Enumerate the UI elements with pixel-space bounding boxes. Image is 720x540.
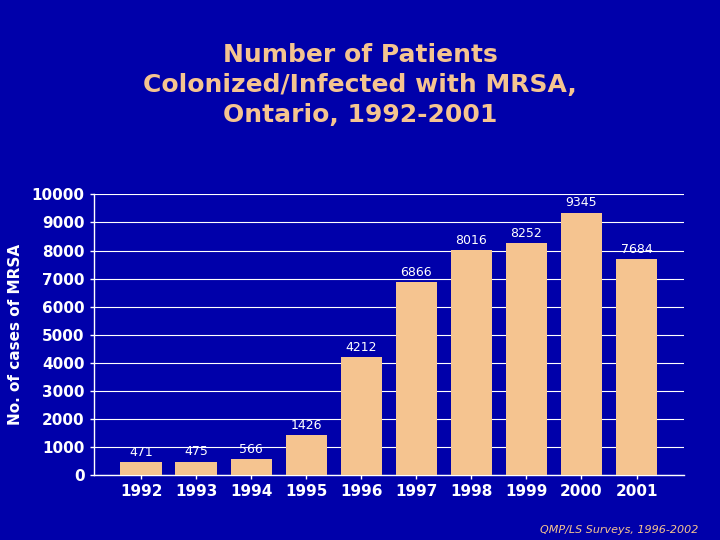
Bar [341,357,382,475]
Text: 9345: 9345 [566,197,598,210]
Bar [396,282,437,475]
Text: Number of Patients
Colonized/Infected with MRSA,
Ontario, 1992-2001: Number of Patients Colonized/Infected wi… [143,43,577,126]
Text: 7684: 7684 [621,243,652,256]
Text: 4212: 4212 [346,341,377,354]
Bar [505,244,547,475]
Text: QMP/LS Surveys, 1996-2002: QMP/LS Surveys, 1996-2002 [540,524,698,535]
Bar [451,250,492,475]
Text: 8016: 8016 [456,234,487,247]
Bar [176,462,217,475]
Bar [120,462,162,475]
Bar [561,213,602,475]
Text: 566: 566 [239,443,263,456]
Text: 6866: 6866 [400,266,432,279]
Bar [616,259,657,475]
Bar [286,435,327,475]
Y-axis label: No. of cases of MRSA: No. of cases of MRSA [8,244,23,426]
Text: 471: 471 [129,446,153,458]
Text: 1426: 1426 [290,419,322,432]
Text: 8252: 8252 [510,227,542,240]
Text: 475: 475 [184,446,208,458]
Bar [230,460,272,475]
